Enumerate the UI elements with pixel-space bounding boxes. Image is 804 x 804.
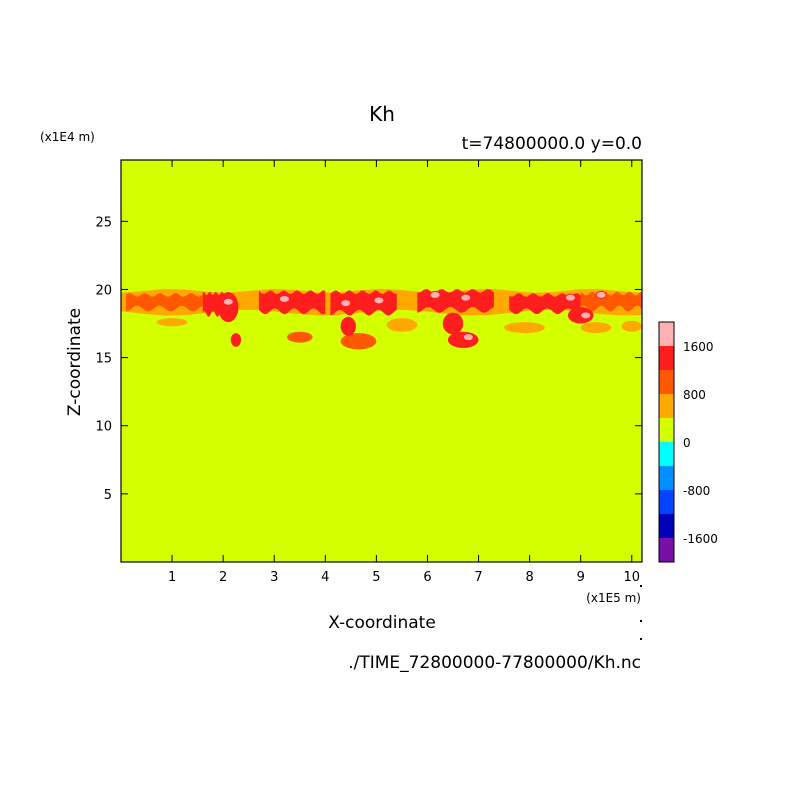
y-tick-label: 15	[95, 352, 112, 367]
chart-subtitle: t=74800000.0 y=0.0	[462, 134, 642, 154]
colorbar-tick-label: 0	[683, 436, 691, 450]
field-blob	[218, 292, 239, 323]
chart-title: Kh	[369, 102, 395, 126]
y-axis: 5 10 15 20 25	[95, 215, 642, 503]
x-tick-label: 3	[270, 570, 278, 585]
colorbar-tick-label: 800	[683, 388, 706, 402]
x-tick-label: 1	[168, 570, 176, 585]
colorbar-swatch	[659, 514, 674, 538]
y-tick-label: 25	[95, 215, 112, 230]
field-peak	[278, 294, 290, 303]
field-peak	[580, 311, 592, 320]
x-tick-label: 4	[321, 570, 329, 585]
colorbar-tick-label: -800	[683, 484, 710, 498]
field-peak	[462, 333, 474, 342]
y-tick-label: 5	[104, 488, 112, 503]
colorbar-swatch	[659, 418, 674, 442]
x-tick-label: 10	[624, 570, 641, 585]
colorbar-swatch	[659, 322, 674, 346]
field-blob	[340, 316, 356, 336]
field-blob	[447, 331, 479, 349]
colorbar-tick-label: 1600	[683, 340, 714, 354]
field-blob	[442, 312, 464, 335]
heatmap-field	[121, 160, 642, 562]
y-axis-label: Z-coordinate	[65, 308, 85, 416]
corner-marks	[640, 585, 642, 640]
field-peak	[429, 290, 441, 299]
y-tick-label: 10	[95, 420, 112, 435]
x-unit-label: (x1E5 m)	[586, 591, 641, 605]
colorbar-frame	[658, 321, 675, 563]
colorbar-swatch	[659, 394, 674, 418]
colorbar-tick-label: -1600	[683, 532, 718, 546]
field-band	[580, 291, 642, 312]
x-axis-label: X-coordinate	[328, 613, 436, 633]
source-file-label: ./TIME_72800000-77800000/Kh.nc	[348, 653, 641, 673]
x-tick-label: 5	[372, 570, 380, 585]
x-axis: 1 2 3 4 5 6 7 8 9 10	[168, 160, 640, 585]
field-blob	[621, 320, 642, 332]
plot-frame	[120, 159, 643, 563]
x-tick-label: 8	[525, 570, 533, 585]
colorbar-swatch	[659, 346, 674, 370]
x-tick-label: 9	[577, 570, 585, 585]
x-tick-label: 6	[423, 570, 431, 585]
field-blob	[287, 331, 313, 343]
colorbar: 1600 800 0 -800 -1600	[658, 321, 718, 563]
field-blob	[504, 322, 545, 334]
field-peak	[222, 297, 234, 306]
field-peak	[373, 296, 385, 305]
y-tick-label: 20	[95, 283, 112, 298]
field-peak	[595, 290, 607, 299]
field-band	[509, 292, 581, 315]
field-blob	[340, 333, 377, 350]
colorbar-swatch	[659, 466, 674, 490]
field-peak	[564, 293, 576, 302]
colorbar-swatch	[659, 490, 674, 514]
colorbar-swatch	[659, 370, 674, 394]
x-tick-label: 2	[219, 570, 227, 585]
field-blob	[230, 333, 242, 347]
field-background	[121, 160, 642, 562]
colorbar-swatch	[659, 538, 674, 562]
field-band	[126, 292, 203, 312]
field-blob	[156, 318, 188, 327]
colorbar-swatch	[659, 442, 674, 466]
y-unit-label: (x1E4 m)	[40, 130, 95, 144]
field-peak	[340, 299, 352, 308]
field-blob	[580, 322, 612, 334]
x-tick-label: 7	[474, 570, 482, 585]
field-band	[258, 290, 326, 315]
field-peak	[460, 293, 472, 302]
field-blob	[386, 318, 418, 332]
